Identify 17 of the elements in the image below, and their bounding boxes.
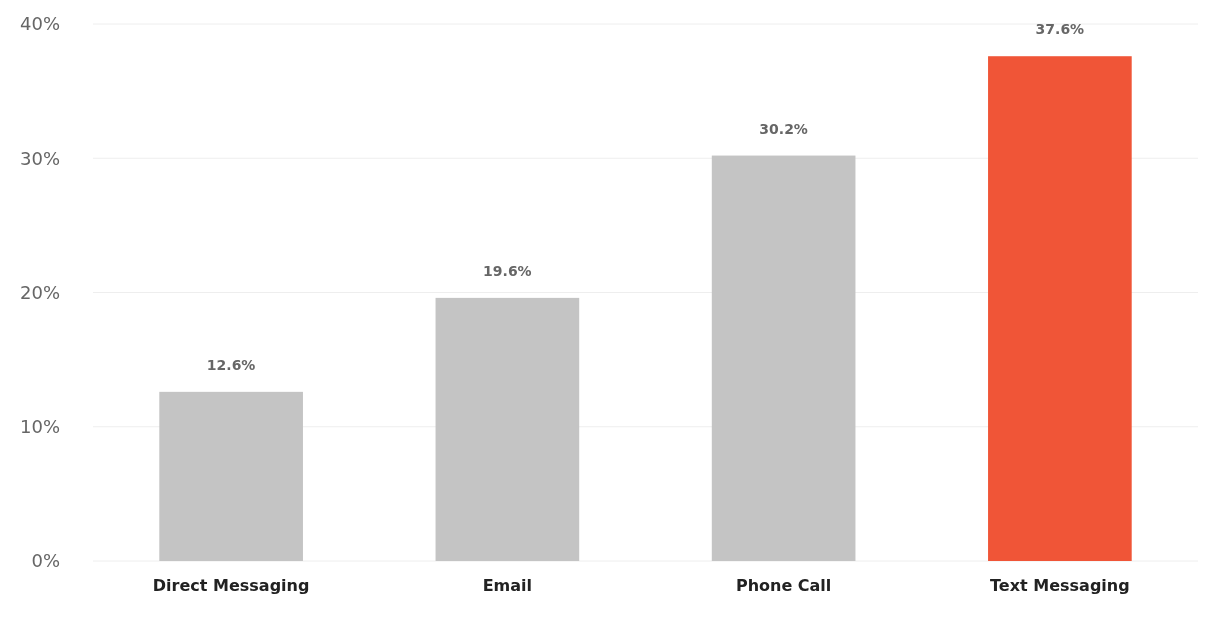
data-label: 37.6% (1035, 21, 1085, 38)
data-label: 19.6% (483, 262, 532, 279)
y-tick-label: 40% (19, 13, 60, 35)
bar (711, 155, 856, 561)
data-label: 30.2% (759, 120, 808, 137)
y-tick-label: 0% (31, 550, 60, 572)
bar (988, 56, 1132, 561)
y-tick-label: 10% (19, 416, 60, 438)
x-tick-label: Text Messaging (990, 576, 1130, 595)
y-tick-label: 30% (19, 147, 60, 169)
bar (159, 391, 303, 561)
data-label: 12.6% (206, 356, 256, 373)
x-tick-label: Email (482, 576, 533, 595)
y-tick-label: 20% (19, 281, 60, 303)
bar (435, 297, 580, 561)
x-tick-label: Direct Messaging (152, 576, 310, 595)
x-tick-label: Phone Call (735, 576, 832, 595)
